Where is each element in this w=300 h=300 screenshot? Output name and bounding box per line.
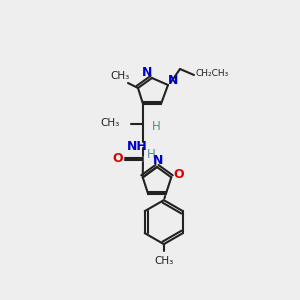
Text: H: H [152,119,160,133]
Text: N: N [168,74,178,88]
Text: CH₃: CH₃ [110,71,130,81]
Text: O: O [173,168,184,181]
Text: NH: NH [127,140,147,152]
Text: CH₂CH₃: CH₂CH₃ [196,68,229,77]
Text: O: O [113,152,123,166]
Text: N: N [142,65,152,79]
Text: H: H [147,148,155,160]
Text: CH₃: CH₃ [154,256,173,266]
Text: N: N [153,154,163,167]
Text: CH₃: CH₃ [101,118,120,128]
